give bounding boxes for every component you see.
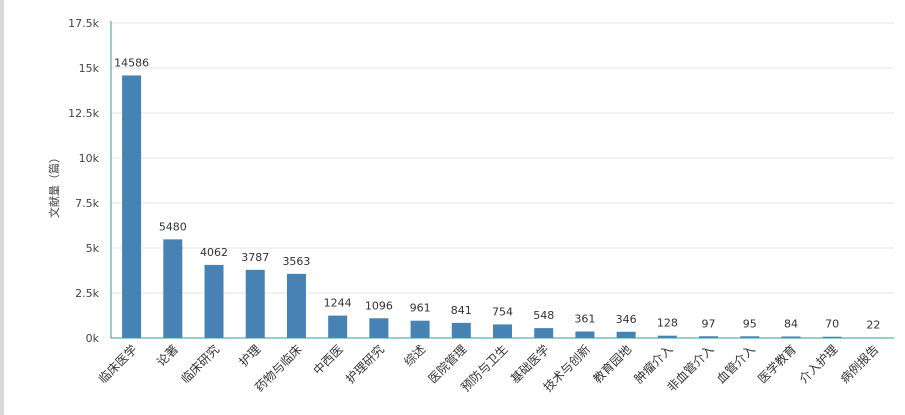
data-label: 84 <box>784 317 798 330</box>
bar <box>451 322 471 338</box>
x-tick-label: 介入护理 <box>796 342 840 386</box>
x-tick-label: 论著 <box>154 342 181 369</box>
x-tick-label: 中西医 <box>310 342 346 378</box>
x-tick-label: 医学教育 <box>755 342 800 387</box>
left-border <box>0 0 4 415</box>
y-tick-label: 15k <box>79 62 100 75</box>
bar <box>822 336 842 338</box>
x-tick-label: 综述 <box>401 342 428 369</box>
bar <box>493 324 512 338</box>
x-tick-label: 血管介入 <box>713 342 758 387</box>
bar <box>245 269 265 338</box>
data-label: 70 <box>825 318 839 331</box>
bar <box>204 264 224 338</box>
y-tick-label: 0k <box>86 332 100 345</box>
y-tick-label: 7.5k <box>75 197 99 210</box>
y-tick-label: 10k <box>79 152 100 165</box>
bars <box>122 75 883 339</box>
y-axis-ticks: 0k 2.5k 5k 7.5k 10k 12.5k 15k 17.5k <box>68 17 99 345</box>
data-labels: 14586 5480 4062 3787 3563 1244 1096 961 841 754 54… <box>114 56 880 331</box>
y-tick-label: 12.5k <box>68 107 99 120</box>
x-tick-label: 临床研究 <box>178 342 223 387</box>
bar <box>369 318 389 338</box>
data-label: 4062 <box>200 246 228 259</box>
x-tick-label: 护理研究 <box>342 342 387 387</box>
data-label: 1244 <box>324 297 352 310</box>
x-tick-label: 临床医学 <box>95 342 140 387</box>
bar <box>410 320 430 338</box>
data-label: 3787 <box>241 251 269 264</box>
bar <box>740 336 760 338</box>
bar <box>699 336 719 338</box>
data-label: 1096 <box>365 299 393 312</box>
data-label: 346 <box>616 313 637 326</box>
bar <box>657 335 677 338</box>
y-tick-label: 17.5k <box>68 17 99 30</box>
bar <box>163 239 183 338</box>
bar <box>534 328 554 338</box>
bar <box>781 336 801 338</box>
bar <box>328 315 348 338</box>
data-label: 14586 <box>114 56 149 69</box>
data-label: 3563 <box>282 255 310 268</box>
bar <box>286 273 306 338</box>
y-axis-title: 文献量（篇） <box>47 152 61 218</box>
y-tick-label: 5k <box>86 242 100 255</box>
data-label: 22 <box>866 319 880 332</box>
bar <box>122 75 142 339</box>
x-tick-label: 病例报告 <box>837 342 882 387</box>
gridlines <box>111 22 894 294</box>
bar <box>575 331 595 338</box>
data-label: 841 <box>451 304 472 317</box>
x-tick-label: 护理 <box>236 342 263 369</box>
data-label: 95 <box>743 317 757 330</box>
bar <box>616 331 636 338</box>
x-tick-label: 教育园地 <box>590 342 635 387</box>
data-label: 548 <box>533 309 554 322</box>
data-label: 5480 <box>159 220 187 233</box>
data-label: 961 <box>410 302 431 315</box>
data-label: 754 <box>492 305 513 318</box>
data-label: 97 <box>702 317 716 330</box>
data-label: 361 <box>574 313 595 326</box>
y-tick-label: 2.5k <box>75 287 99 300</box>
data-label: 128 <box>657 317 678 330</box>
